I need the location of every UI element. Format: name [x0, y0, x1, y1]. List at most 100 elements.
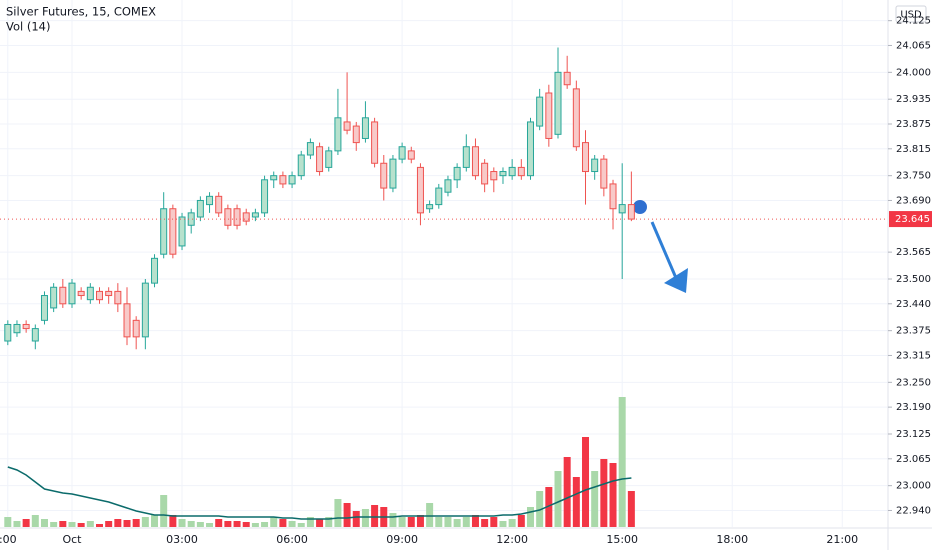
candle-body: [86, 286, 94, 301]
volume-bar: [22, 519, 30, 527]
volume-bar: [31, 515, 39, 527]
volume-bar: [160, 495, 168, 527]
volume-bar: [4, 517, 12, 527]
volume-bar: [361, 509, 369, 527]
candle-body: [371, 121, 379, 164]
volume-bar: [50, 522, 58, 527]
volume-bar: [86, 521, 94, 527]
candle-body: [462, 146, 470, 168]
y-tick-label: 23.125: [896, 429, 931, 440]
candle-body: [59, 286, 67, 305]
x-tick-label: 15:00: [606, 533, 638, 546]
candle-body: [444, 179, 452, 193]
volume-bar: [196, 522, 204, 527]
x-tick-label: 03:00: [166, 533, 198, 546]
candle-body: [288, 175, 296, 185]
volume-bar: [343, 503, 351, 527]
candle-body: [50, 286, 58, 309]
volume-bar: [215, 519, 223, 527]
candle-body: [343, 121, 351, 131]
volume-bar: [151, 515, 159, 527]
candle-body: [361, 117, 369, 139]
volume-bar: [471, 515, 479, 527]
volume-bar: [462, 517, 470, 527]
candle-body: [352, 125, 360, 144]
volume-bar: [609, 463, 617, 527]
candle-body: [499, 171, 507, 177]
volume-bar: [279, 519, 287, 527]
volume-bar: [352, 511, 360, 527]
candle-body: [316, 146, 324, 173]
candle-body: [251, 212, 259, 218]
y-tick-label: 24.125: [896, 16, 931, 27]
volume-bar: [618, 397, 626, 527]
candle-body: [517, 166, 525, 177]
volume-bar: [481, 519, 489, 527]
volume-bar: [591, 471, 599, 527]
annotation-dot: [633, 200, 647, 214]
candle-body: [453, 166, 461, 181]
y-tick-label: 23.565: [896, 247, 931, 258]
volume-bar: [141, 517, 149, 527]
volume-bar: [297, 523, 305, 527]
volume-bar: [132, 519, 140, 527]
volume-bar: [416, 515, 424, 527]
volume-bar: [499, 521, 507, 527]
candle-body: [297, 154, 305, 177]
volume-bar: [526, 507, 534, 527]
candle-body: [242, 212, 250, 222]
y-tick-label: 23.000: [896, 481, 931, 492]
volume-bar: [242, 522, 250, 527]
volume-bar: [490, 517, 498, 527]
candle-body: [77, 290, 85, 297]
y-tick-label: 23.815: [896, 144, 931, 155]
volume-bar: [426, 503, 434, 527]
volume-bar: [563, 457, 571, 527]
chart-title: Silver Futures, 15, COMEX: [6, 5, 156, 19]
candle-body: [279, 175, 287, 185]
candle-body: [416, 166, 424, 214]
y-tick-label: 23.065: [896, 454, 931, 465]
candle-body: [618, 204, 626, 214]
volume-bar: [572, 477, 580, 527]
indicator-label: Vol (14): [6, 20, 50, 34]
volume-bar: [371, 505, 379, 527]
x-tick-label: Oct: [62, 533, 82, 546]
y-tick-label: 23.250: [896, 377, 931, 388]
x-tick-label: 18:00: [716, 533, 748, 546]
volume-bar: [398, 517, 406, 527]
y-tick-label: 23.500: [896, 274, 931, 285]
candle-body: [178, 216, 186, 247]
candle-body: [471, 146, 479, 177]
last-price-label: 23.645: [895, 214, 930, 225]
candle-body: [261, 179, 269, 214]
candle-body: [68, 282, 76, 305]
volume-bar: [206, 523, 214, 527]
candle-body: [31, 328, 39, 342]
candle-body: [22, 323, 30, 330]
annotation-arrowhead: [664, 268, 688, 293]
candle-body: [132, 319, 140, 338]
x-tick-label: 06:00: [276, 533, 308, 546]
volume-ma-line: [7, 466, 632, 520]
candle-body: [627, 204, 635, 220]
volume-bar: [224, 521, 232, 527]
candle-body: [40, 295, 48, 321]
annotation-arrow: [650, 221, 678, 279]
x-tick-label: 09:00: [386, 533, 418, 546]
candle-body: [398, 146, 406, 160]
candle-body: [334, 117, 342, 152]
currency-box[interactable]: [895, 5, 927, 23]
volume-bar: [251, 523, 259, 527]
volume-bar: [453, 519, 461, 527]
candle-body: [481, 162, 489, 185]
candle-body: [536, 96, 544, 127]
candle-body: [407, 150, 415, 160]
candle-body: [572, 88, 580, 148]
candle-body: [215, 195, 223, 214]
candle-body: [526, 121, 534, 177]
currency-label[interactable]: USD: [900, 10, 922, 21]
volume-bar: [444, 517, 452, 527]
y-tick-label: 23.750: [896, 171, 931, 182]
